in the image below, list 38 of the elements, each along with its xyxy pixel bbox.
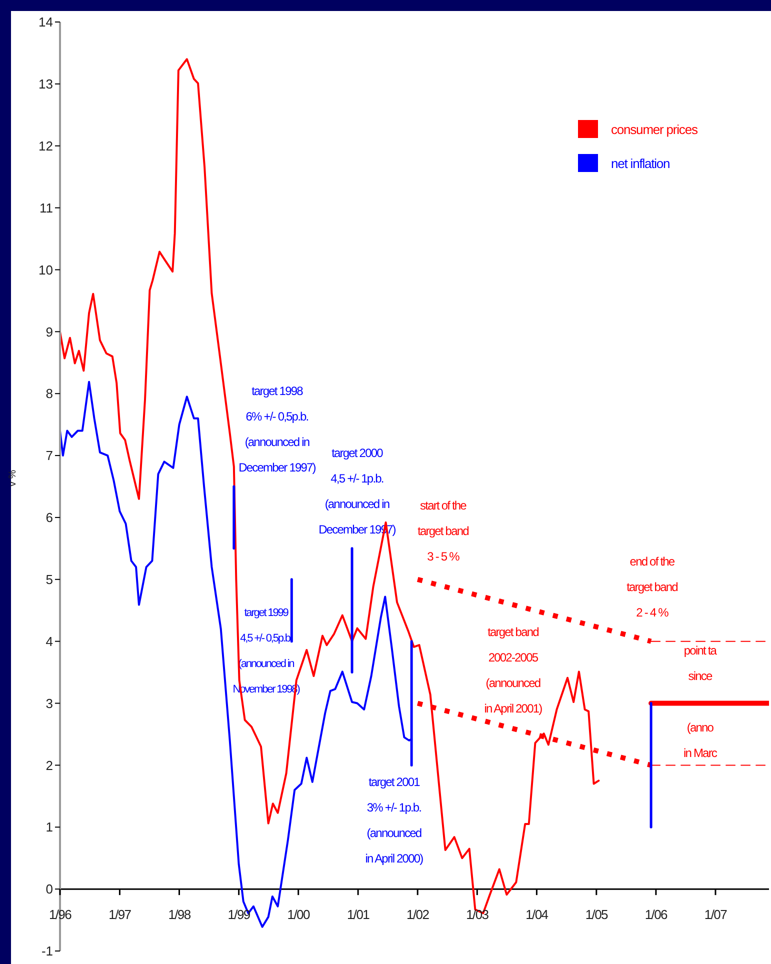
y-tick-label: 0 (46, 882, 53, 897)
x-tick-label: 1/98 (168, 907, 191, 922)
y-tick-label: 14 (38, 14, 53, 30)
annotation: point ta since (684, 643, 718, 683)
annotation: end of the target band 2 - 4 % (626, 554, 678, 620)
y-tick-label: 7 (46, 448, 53, 464)
legend-label: net inflation (611, 156, 670, 170)
x-tick-label: 1/00 (287, 907, 310, 922)
x-tick-label: 1/03 (466, 907, 489, 922)
x-tick-label: 1/05 (585, 907, 608, 922)
x-tick-label: 1/02 (406, 907, 430, 922)
x-tick-label: 1/96 (48, 907, 72, 922)
y-tick-label: 1 (46, 820, 53, 835)
x-tick-label: 1/01 (347, 907, 370, 922)
y-tick-label: 10 (38, 262, 53, 278)
annotation: (anno in Marc (683, 720, 718, 760)
y-tick-label: 3 (46, 696, 53, 711)
annotation: start of the target band 3 - 5 % (418, 498, 469, 564)
y-tick-label: 13 (38, 76, 53, 92)
y-tick-label: 11 (40, 200, 53, 216)
y-tick-label: 2 (46, 758, 53, 773)
x-tick-label: 1/04 (526, 907, 548, 922)
y-tick-label: 6 (46, 510, 53, 526)
annotation: target 1998 6% +/- 0,5p.b. (announced in December 1997) (238, 384, 316, 474)
y-tick-label: 4 (46, 634, 53, 649)
y-tick-label: -1 (41, 944, 53, 959)
y-tick-label: 9 (46, 324, 53, 340)
legend-label: consumer prices (611, 122, 698, 136)
annotation: target 2001 3% +/- 1p.b. (announced in April 2000) (365, 774, 424, 866)
x-tick-label: 1/07 (704, 907, 728, 922)
annotation: target band 2002-2005 (announced in April 2001) (484, 624, 543, 716)
y-tick-label: 5 (46, 572, 53, 588)
x-tick-label: 1/06 (644, 907, 668, 922)
x-tick-label: 1/99 (228, 907, 250, 922)
y-axis-title: v % (8, 470, 19, 486)
x-tick-label: 1/97 (108, 907, 132, 922)
y-tick-label: 8 (46, 386, 53, 402)
y-tick-label: 12 (38, 138, 53, 154)
